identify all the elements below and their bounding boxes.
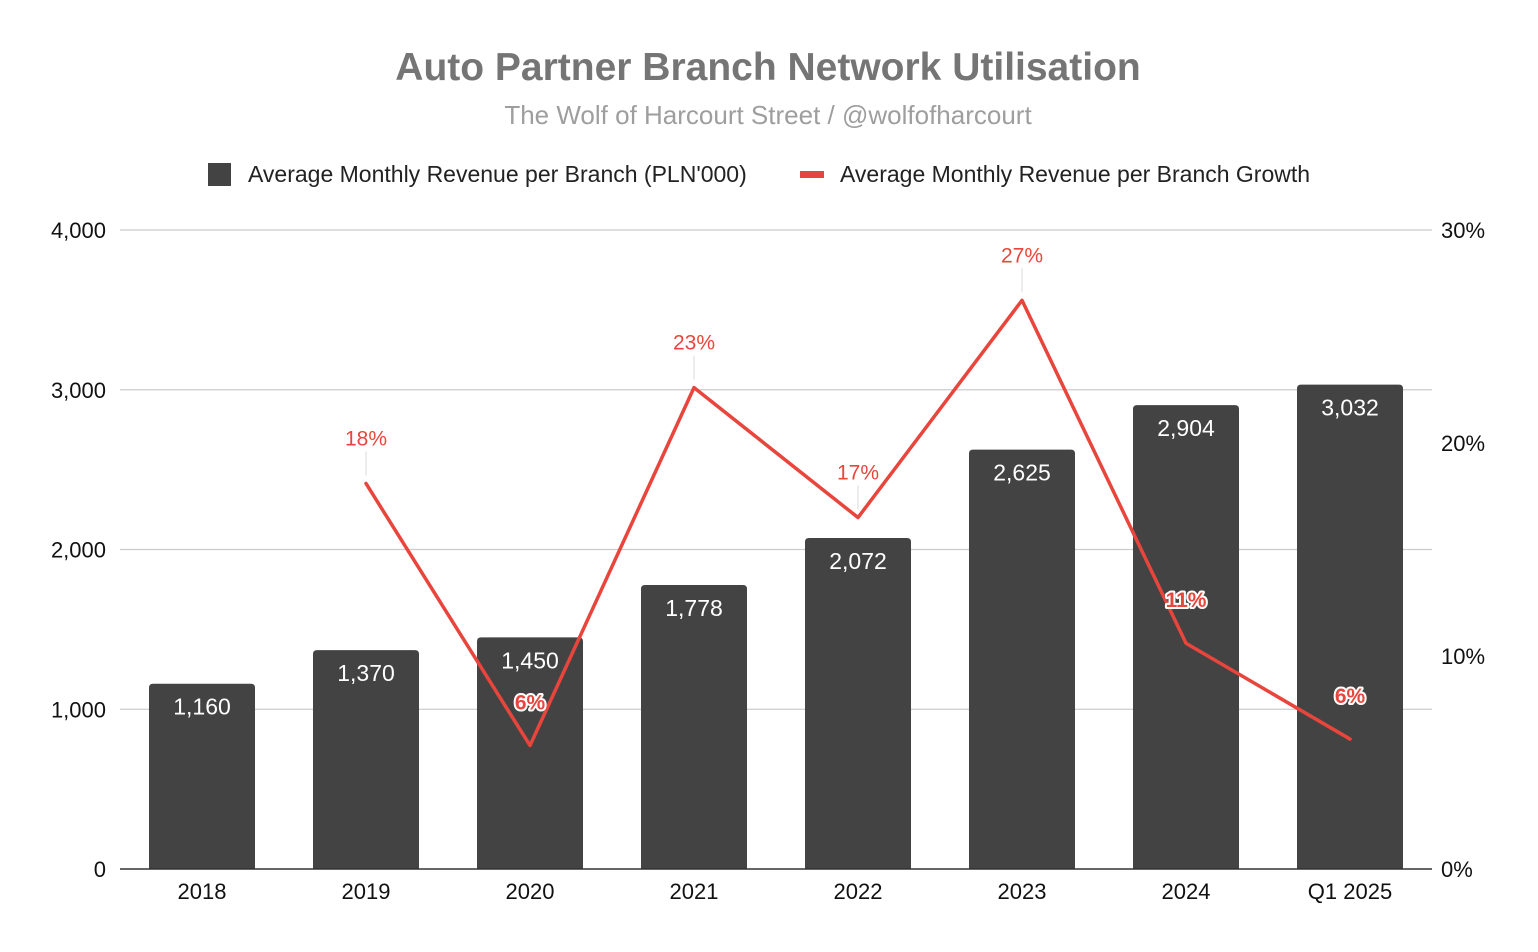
bar-value-labels: 1,160 1,370 1,450 1,778 2,072 2,625 2,904 3,032	[173, 395, 1379, 720]
chart-title: Auto Partner Branch Network Utilisation	[395, 46, 1140, 89]
growth-value-label: 17%	[837, 462, 879, 485]
bar-2022	[805, 537, 911, 869]
bar-value-label: 1,160	[173, 694, 231, 720]
legend-label-line: Average Monthly Revenue per Branch Growt…	[840, 161, 1310, 187]
growth-line-series	[364, 298, 1352, 748]
y-axis-right: 0% 10% 20% 30%	[1441, 218, 1485, 882]
bar-value-label: 2,904	[1157, 415, 1215, 441]
bar-value-label: 1,450	[501, 647, 559, 673]
x-tick-label: 2024	[1162, 879, 1211, 904]
bar-2018	[149, 683, 255, 869]
x-axis: 2018 2019 2020 2021 2022 2023 2024 Q1 2025	[178, 879, 1393, 904]
legend-swatch-line	[800, 171, 824, 178]
y-right-tick-label: 20%	[1441, 431, 1485, 456]
legend-swatch-bars	[208, 163, 231, 186]
bar-2020	[477, 637, 583, 869]
y-left-tick-label: 1,000	[51, 697, 106, 722]
bar-value-label: 2,072	[829, 548, 887, 574]
chart-subtitle: The Wolf of Harcourt Street / @wolfofhar…	[504, 100, 1032, 130]
x-tick-label: Q1 2025	[1308, 879, 1392, 904]
legend: Average Monthly Revenue per Branch (PLN'…	[208, 161, 1310, 187]
growth-value-label: 6%	[1335, 685, 1366, 708]
growth-line	[364, 298, 1352, 748]
y-right-tick-label: 0%	[1441, 857, 1473, 882]
x-tick-label: 2019	[342, 879, 391, 904]
bar-value-label: 3,032	[1321, 395, 1379, 421]
y-left-tick-label: 3,000	[51, 378, 106, 403]
bar-value-label: 1,370	[337, 660, 395, 686]
x-tick-label: 2020	[506, 879, 555, 904]
bar-series	[149, 384, 1403, 869]
x-tick-label: 2022	[834, 879, 883, 904]
x-tick-label: 2023	[998, 879, 1047, 904]
bar-2019	[313, 650, 419, 869]
growth-value-label: 11%	[1166, 589, 1207, 612]
x-tick-label: 2021	[670, 879, 719, 904]
growth-value-label: 27%	[1001, 244, 1043, 267]
y-left-tick-label: 0	[94, 857, 106, 882]
y-left-tick-label: 2,000	[51, 538, 106, 563]
x-tick-label: 2018	[178, 879, 227, 904]
growth-value-label: 23%	[673, 332, 715, 355]
bar-2023	[969, 449, 1075, 869]
bar-value-label: 2,625	[993, 460, 1051, 486]
bar-value-label: 1,778	[665, 595, 723, 621]
bar-q1-2025	[1297, 384, 1403, 869]
growth-value-labels: 18% 6% 23% 17% 27% 11% 6%	[345, 244, 1368, 716]
growth-value-label: 18%	[345, 427, 387, 450]
y-left-tick-label: 4,000	[51, 218, 106, 243]
y-axis-left: 0 1,000 2,000 3,000 4,000	[51, 218, 106, 882]
y-right-tick-label: 30%	[1441, 218, 1485, 243]
bar-2021	[641, 584, 747, 869]
y-right-tick-label: 10%	[1441, 644, 1485, 669]
growth-value-label: 6%	[515, 691, 546, 714]
legend-label-bars: Average Monthly Revenue per Branch (PLN'…	[248, 161, 747, 187]
bar-2024	[1133, 405, 1239, 869]
